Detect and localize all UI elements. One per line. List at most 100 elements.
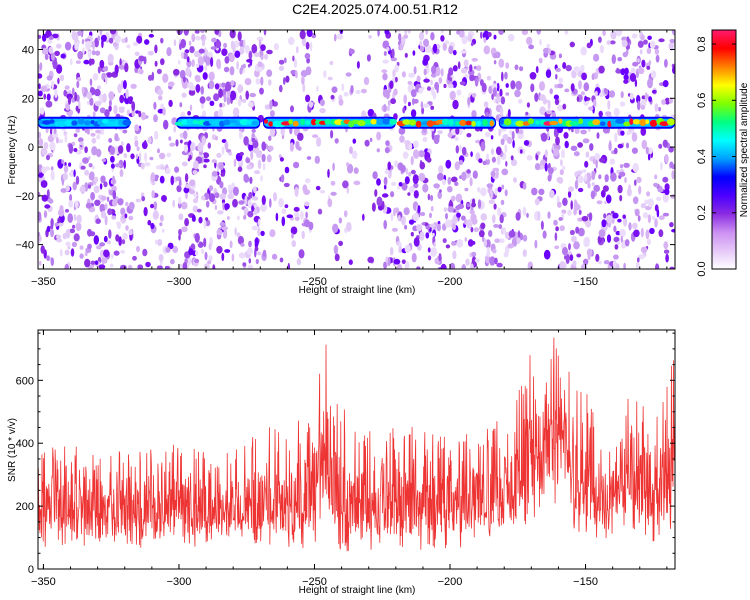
heatmap-speckle bbox=[195, 84, 201, 93]
heatmap-speckle bbox=[394, 64, 399, 73]
heatmap-speckle bbox=[458, 159, 464, 165]
heatmap-speckle bbox=[248, 143, 254, 152]
heatmap-speckle bbox=[419, 231, 425, 241]
heatmap-speckle bbox=[542, 230, 547, 239]
heatmap-speckle bbox=[173, 125, 176, 133]
heatmap-speckle bbox=[248, 191, 253, 199]
heatmap-speckle bbox=[364, 139, 370, 147]
heatmap-speckle bbox=[587, 182, 591, 189]
heatmap-speckle bbox=[41, 194, 48, 202]
heatmap-speckle bbox=[94, 260, 99, 266]
heatmap-speckle bbox=[211, 159, 217, 164]
heatmap-speckle bbox=[402, 107, 406, 114]
heatmap-speckle bbox=[68, 143, 74, 154]
heatmap-speckle bbox=[482, 160, 487, 166]
heatmap-speckle bbox=[55, 137, 59, 144]
heatmap-speckle bbox=[413, 190, 419, 199]
heatmap-speckle bbox=[668, 42, 674, 50]
heatmap-speckle bbox=[91, 137, 97, 144]
heatmap-speckle bbox=[64, 263, 70, 269]
heatmap-speckle bbox=[230, 40, 235, 50]
heatmap-speckle bbox=[99, 59, 105, 69]
heatmap-speckle bbox=[519, 149, 523, 154]
heatmap-speckle bbox=[401, 182, 408, 191]
heatmap-speckle bbox=[562, 165, 566, 171]
heatmap-speckle bbox=[223, 66, 230, 73]
heatmap-speckle bbox=[376, 148, 380, 153]
heatmap-speckle bbox=[563, 132, 569, 139]
heatmap-speckle bbox=[668, 146, 674, 153]
heatmap-band-blob bbox=[623, 121, 631, 127]
heatmap-speckle bbox=[471, 218, 478, 225]
heatmap-speckle bbox=[493, 60, 497, 65]
heatmap-speckle bbox=[157, 88, 164, 96]
heatmap-speckle bbox=[500, 138, 505, 146]
heatmap-speckle bbox=[549, 189, 555, 199]
heatmap-speckle bbox=[473, 227, 479, 233]
heatmap-speckle bbox=[141, 112, 146, 121]
heatmap-speckle bbox=[470, 151, 473, 157]
figure-title: C2E4.2025.074.00.51.R12 bbox=[292, 1, 458, 17]
heatmap-speckle bbox=[194, 30, 200, 34]
x-tick-label: −250 bbox=[302, 576, 327, 588]
heatmap-speckle bbox=[38, 73, 43, 79]
heatmap-speckle bbox=[303, 189, 311, 196]
heatmap-speckle bbox=[73, 233, 80, 242]
heatmap-speckle bbox=[237, 84, 243, 94]
heatmap-speckle bbox=[111, 254, 114, 259]
heatmap-speckle bbox=[212, 264, 216, 269]
y-tick-label: −40 bbox=[15, 240, 34, 252]
heatmap-speckle bbox=[672, 65, 675, 74]
heatmap-speckle bbox=[106, 196, 110, 202]
heatmap-speckle bbox=[238, 200, 245, 205]
heatmap-band-blob bbox=[455, 121, 461, 126]
heatmap-speckle bbox=[398, 182, 403, 187]
heatmap-speckle bbox=[108, 229, 112, 239]
heatmap-speckle bbox=[262, 249, 267, 258]
heatmap-speckle bbox=[459, 144, 462, 152]
heatmap-speckle bbox=[505, 83, 509, 88]
heatmap-speckle bbox=[210, 57, 214, 67]
heatmap-speckle bbox=[577, 187, 584, 193]
heatmap-speckle bbox=[134, 124, 140, 132]
heatmap-speckle bbox=[203, 263, 210, 269]
heatmap-speckle bbox=[554, 98, 560, 106]
heatmap-speckle bbox=[617, 218, 622, 223]
heatmap-speckle bbox=[613, 254, 619, 260]
heatmap-speckle bbox=[144, 39, 150, 45]
heatmap-speckle bbox=[134, 135, 138, 141]
heatmap-speckle bbox=[268, 135, 272, 141]
heatmap-speckle bbox=[136, 35, 143, 44]
heatmap-band-blob bbox=[288, 119, 293, 125]
heatmap-speckle bbox=[256, 251, 262, 256]
heatmap-speckle bbox=[637, 257, 640, 263]
heatmap-speckle bbox=[504, 144, 508, 153]
heatmap-speckle bbox=[95, 129, 102, 134]
heatmap-speckle bbox=[671, 228, 675, 233]
heatmap-speckle bbox=[557, 201, 562, 208]
heatmap-speckle bbox=[583, 82, 590, 92]
heatmap-speckle bbox=[223, 42, 228, 49]
heatmap-speckle bbox=[640, 246, 648, 254]
heatmap-speckle bbox=[75, 175, 80, 185]
y-tick-label: 200 bbox=[16, 501, 34, 513]
heatmap-speckle bbox=[649, 227, 655, 235]
heatmap-speckle bbox=[128, 229, 133, 236]
heatmap-band-blob bbox=[659, 121, 670, 127]
heatmap-speckle bbox=[383, 51, 387, 56]
heatmap-speckle bbox=[70, 248, 75, 257]
heatmap-speckle bbox=[182, 262, 188, 269]
heatmap-speckle bbox=[44, 53, 49, 61]
heatmap-speckle bbox=[62, 172, 68, 181]
heatmap-speckle bbox=[107, 208, 113, 216]
heatmap-speckle bbox=[158, 152, 166, 160]
heatmap-speckle bbox=[108, 37, 114, 44]
heatmap-speckle bbox=[119, 58, 122, 67]
heatmap-speckle bbox=[381, 200, 385, 210]
heatmap-speckle bbox=[263, 30, 267, 36]
heatmap-speckle bbox=[461, 67, 468, 74]
heatmap-speckle bbox=[278, 59, 285, 65]
heatmap-speckle bbox=[469, 73, 475, 82]
heatmap-speckle bbox=[257, 61, 263, 68]
heatmap-speckle bbox=[232, 107, 240, 117]
